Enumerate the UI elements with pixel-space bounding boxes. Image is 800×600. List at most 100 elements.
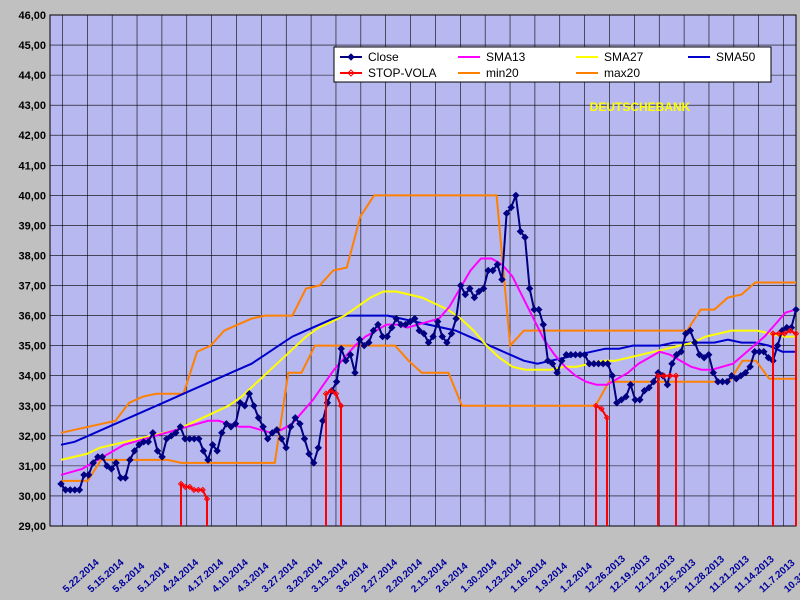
stop-vola-point [660,372,668,379]
close-point [296,420,304,428]
close-point [613,399,621,407]
stop-vola-line [595,404,608,526]
y-tick-label: 39,00 [18,220,46,232]
y-tick-label: 42,00 [18,130,46,142]
plot-background [49,14,797,527]
close-point [75,486,84,494]
close-point [741,368,750,377]
close-point [438,332,447,341]
sma50-line [60,314,796,446]
close-point [695,350,704,359]
close-point [443,338,451,347]
close-point [121,474,130,482]
y-tick-label: 33,00 [18,401,46,413]
y-tick-label: 29,00 [18,521,46,533]
stop-vola-point [769,330,777,337]
close-point [374,320,382,329]
stop-vola-point [322,390,330,397]
close-point [199,447,208,455]
y-tick-label: 44,00 [18,70,46,82]
legend-label-min20: min20 [486,66,519,80]
close-point [502,209,511,218]
close-point [682,329,690,338]
close-point [737,371,745,380]
close-point [231,420,240,428]
close-point [337,344,345,353]
close-point [332,377,341,386]
close-point [365,338,373,347]
close-point [383,332,391,341]
legend-label-sma50: SMA50 [716,50,756,64]
x-axis: 5.22.20145.15.20145.8.20145.1.20144.24.2… [61,553,800,595]
grid [50,14,796,527]
close-point [622,392,630,401]
stop-vola-point [666,372,674,379]
close-point [89,459,97,467]
close-point [392,314,401,323]
close-point [401,320,410,329]
legend-marker-stop-vola [347,69,355,77]
close-point [158,453,166,461]
close-point [691,338,699,347]
legend-label-max20: max20 [604,66,640,80]
stop-vola-point [203,495,211,503]
close-point [475,287,483,296]
close-point [107,465,116,473]
legend-label-sma13: SMA13 [486,50,526,64]
close-point [218,429,226,437]
close-point [746,362,754,371]
legend: Close SMA13 SMA27 SMA50 STOP-VOLA min20 max20 [333,46,772,83]
close-point [250,402,258,410]
stop-vola-point [781,330,788,337]
close-point [512,191,520,200]
close-point [254,414,263,422]
stop-vola-point [337,402,345,410]
close-point [342,356,350,365]
close-point [792,305,800,314]
y-tick-label: 36,00 [18,311,46,323]
close-point [314,444,323,452]
close-point [415,326,424,335]
close-point [608,371,617,380]
close-point [259,423,267,431]
close-point [727,371,736,380]
stop-vola-point [186,483,193,491]
close-point [479,284,488,293]
close-point [291,414,300,422]
y-tick-label: 30,00 [18,491,46,503]
stop-vola-point [177,480,185,488]
close-point [686,326,695,335]
stop-vola-point [654,372,662,379]
close-point [388,323,396,332]
close-point [557,356,566,365]
close-point [548,359,557,368]
close-point [470,293,479,302]
close-point [525,284,534,293]
close-point [144,438,153,446]
close-point [162,435,171,443]
y-tick-label: 40,00 [18,190,46,202]
close-point [98,453,107,461]
close-point [268,429,277,437]
close-point [516,227,525,236]
stop-vola-point [598,405,605,413]
close-point [723,377,731,386]
close-point [227,423,235,431]
sma13-line [60,257,797,476]
close-point [732,374,741,383]
close-point [433,317,442,326]
close-point [700,353,708,362]
close-point [764,353,773,362]
close-point [709,368,718,377]
min20-line [61,344,796,482]
y-axis: 29,00 30,00 31,00 32,00 33,00 34,00 35,00 36,00… [18,10,46,533]
close-point [663,380,672,389]
y-tick-label: 38,00 [18,250,46,262]
close-point [677,347,685,356]
close-point [645,383,653,392]
close-point [544,356,552,365]
close-point [222,420,231,428]
close-point [704,350,713,359]
